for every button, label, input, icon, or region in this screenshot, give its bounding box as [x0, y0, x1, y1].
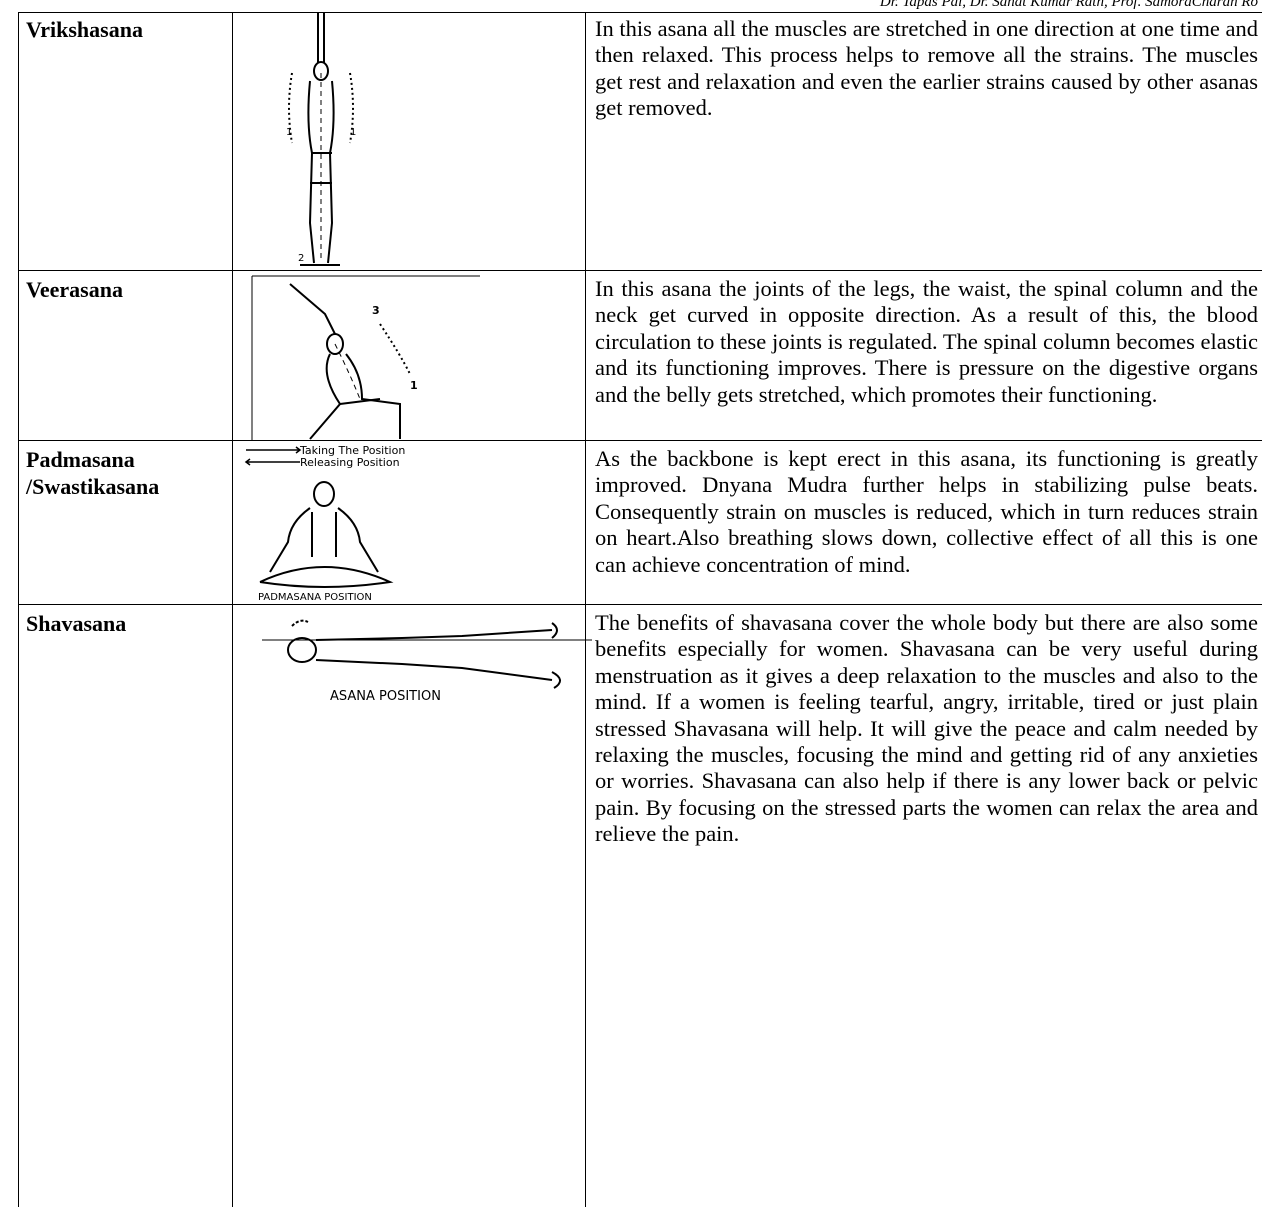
asana-name: Shavasana — [26, 611, 127, 636]
figure-label: 1 — [410, 379, 418, 392]
figure-shavasana: ASANA POSITION — [262, 619, 592, 704]
figure-label: 2 — [298, 253, 304, 264]
figure-label: ASANA POSITION — [330, 689, 441, 704]
row-border — [18, 604, 1262, 605]
figure-veerasana: 3 1 — [251, 275, 480, 440]
asana-description: In this asana all the muscles are stretc… — [595, 16, 1258, 121]
figure-label: Releasing Position — [300, 456, 400, 469]
column-border — [18, 12, 19, 1207]
figure-label: PADMASANA POSITION — [258, 592, 372, 602]
asana-name: Veerasana — [26, 277, 123, 302]
asana-name: Padmasana /Swastikasana — [26, 447, 160, 499]
asana-description: The benefits of shavasana cover the whol… — [595, 610, 1258, 847]
asana-name: Vrikshasana — [26, 17, 143, 42]
column-border — [585, 12, 586, 1207]
asana-description: In this asana the joints of the legs, th… — [595, 276, 1258, 407]
figure-padmasana: Taking The Position Releasing Position P… — [244, 444, 405, 602]
figure-label: 1 — [286, 127, 292, 138]
figure-label: 1 — [350, 127, 356, 138]
figure-label: 3 — [372, 304, 380, 317]
figure-vrikshasana: 1 1 2 — [286, 13, 356, 266]
row-border — [18, 440, 1262, 441]
row-border — [18, 270, 1262, 271]
asana-description: As the backbone is kept erect in this as… — [595, 446, 1258, 577]
table-border — [18, 12, 1262, 13]
column-border — [232, 12, 233, 1207]
running-head: Dr. Tapas Pal, Dr. Sanat Kumar Rath, Pro… — [879, 0, 1258, 10]
figure-label: Taking The Position — [299, 444, 405, 457]
